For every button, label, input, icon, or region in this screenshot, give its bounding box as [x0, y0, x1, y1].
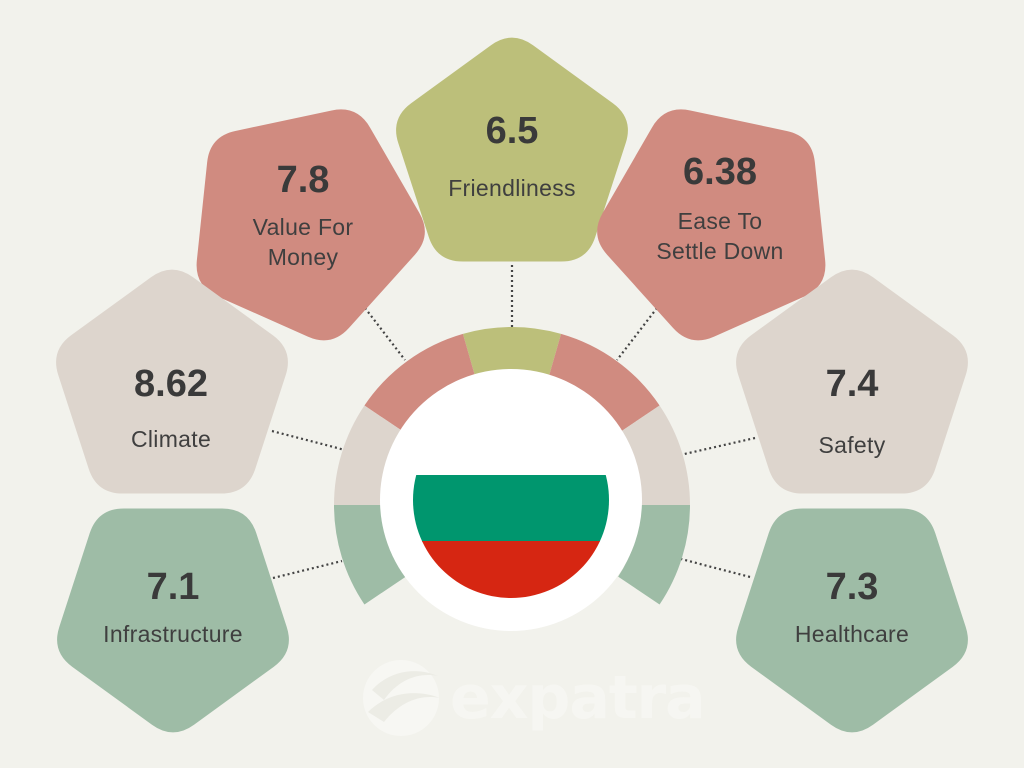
ring-segment-infrastructure	[334, 505, 406, 605]
pentagon-cards	[56, 37, 968, 733]
score-value: 8.62	[134, 363, 208, 405]
score-label-line-2: Settle Down	[656, 238, 784, 264]
pentagon-safety	[736, 269, 968, 494]
card-infrastructure: 7.1 Infrastructure	[103, 565, 243, 649]
pentagon-friendliness	[396, 37, 628, 262]
expatra-logo-icon	[363, 660, 440, 736]
pentagon-climate	[56, 269, 288, 494]
score-ring	[334, 326, 690, 605]
ring-segment-friendliness	[462, 326, 562, 382]
connector-safety	[679, 436, 756, 457]
score-label: Safety	[818, 432, 886, 458]
pentagon-ease-to-settle-down	[597, 109, 826, 341]
connector-healthcare	[680, 557, 751, 579]
ring-segment-ease-to-settle-down	[547, 333, 660, 434]
ring-segment-safety	[618, 405, 690, 505]
score-label-line-1: Value For	[252, 214, 354, 240]
pentagon-value-for-money	[196, 109, 425, 341]
pentagon-infrastructure	[57, 508, 289, 733]
ring-segment-healthcare	[618, 505, 690, 605]
bulgaria-flag-icon	[413, 475, 609, 598]
connector-value-for-money	[364, 307, 406, 361]
connector-lines	[271, 265, 756, 580]
connector-infrastructure	[272, 559, 343, 580]
pentagon-healthcare	[736, 508, 968, 733]
card-friendliness: 6.5 Friendliness	[448, 109, 576, 203]
score-value: 7.4	[825, 363, 879, 405]
score-label: Climate	[130, 426, 212, 452]
card-climate: 8.62 Climate	[131, 362, 211, 454]
score-label: Infrastructure	[103, 621, 243, 647]
score-label-line-2: Money	[267, 244, 339, 270]
watermark-text: expatra	[450, 663, 706, 733]
connector-climate	[271, 429, 346, 452]
score-value: 7.1	[146, 566, 200, 608]
ring-segment-value-for-money	[364, 333, 477, 434]
connector-ease-to-settle-down	[616, 307, 658, 361]
ring-segment-climate	[334, 405, 406, 505]
card-value-for-money: 7.8 Value For Money	[253, 158, 354, 272]
watermark: expatra	[440, 663, 706, 733]
card-healthcare: 7.3 Healthcare	[795, 565, 909, 649]
score-value: 7.8	[276, 159, 330, 201]
score-value: 6.5	[485, 110, 539, 152]
card-ease-to-settle-down: 6.38 Ease To Settle Down	[656, 150, 783, 266]
score-label: Friendliness	[448, 175, 576, 201]
card-safety: 7.4 Safety	[818, 362, 885, 460]
score-label: Healthcare	[794, 621, 910, 647]
score-value: 7.3	[825, 566, 879, 608]
score-value: 6.38	[683, 151, 757, 193]
score-label-line-1: Ease To	[677, 208, 763, 234]
